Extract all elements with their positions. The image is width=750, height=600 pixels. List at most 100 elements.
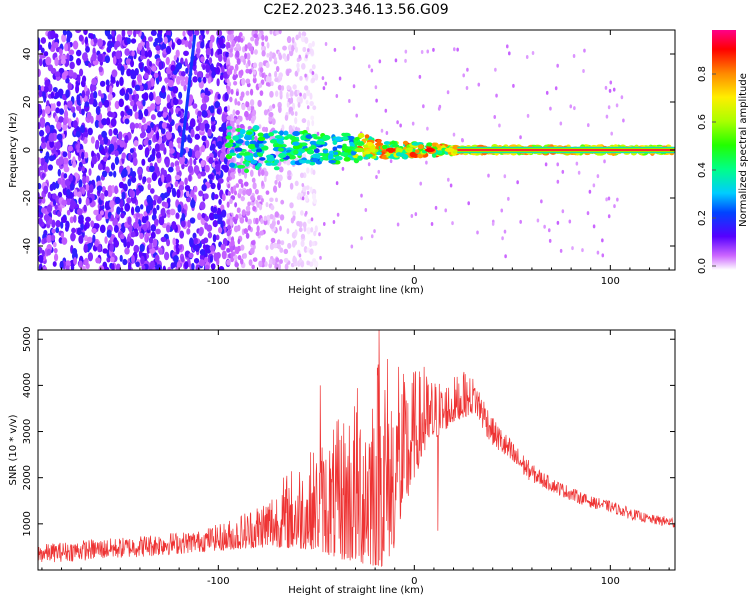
noise-cell [162,111,168,118]
noise-cell [494,67,497,72]
noise-cell [572,54,576,59]
noise-cell [355,113,359,118]
colorbar: 0.0 0.2 0.4 0.6 0.8 Normalized spectral ampl… [697,30,749,274]
noise-cell [166,197,171,204]
noise-cell [230,252,234,259]
noise-cell [245,90,250,96]
noise-cell [223,106,229,113]
signal-cell [332,140,338,145]
noise-cell [177,125,182,134]
noise-cell [75,30,82,34]
signal-cell [259,157,266,161]
noise-cell [269,30,273,35]
noise-cell [166,238,171,247]
noise-cell [288,124,293,132]
noise-cell [38,182,42,190]
noise-cell [335,94,339,99]
noise-cell [83,243,89,254]
y-tick-label: 20 [22,96,33,109]
noise-cell [63,70,69,77]
noise-cell [153,194,159,201]
noise-cell [227,30,232,36]
noise-cell [165,45,172,55]
noise-cell [142,176,147,183]
noise-cell [72,111,76,118]
noise-cell [286,53,290,61]
noise-cell [265,62,270,69]
noise-cell [312,169,316,176]
noise-cell [559,121,563,126]
noise-cell [308,42,313,49]
signal-cell [304,159,311,164]
noise-cell [92,234,96,244]
noise-cell [556,63,559,68]
noise-cell [88,168,92,176]
noise-cell [152,207,157,216]
noise-cell [115,263,121,270]
noise-cell [56,101,61,107]
noise-cell [218,265,225,270]
noise-cell [58,156,64,165]
noise-cell [71,227,76,234]
noise-cell [462,73,465,78]
noise-cell [226,213,231,219]
noise-cell [104,55,111,64]
noise-cell [256,225,260,233]
noise-cell [166,94,171,103]
noise-cell [47,164,53,171]
noise-cell [38,157,42,165]
x-tick-label: 100 [601,576,620,587]
noise-cell [148,236,154,245]
noise-cell [174,180,179,188]
noise-cell [220,146,225,153]
noise-cell [248,113,252,122]
noise-cell [292,214,296,222]
noise-cell [203,95,210,103]
noise-cell [43,237,48,244]
noise-cell [73,257,78,266]
noise-cell [249,99,255,107]
noise-cell [108,85,113,95]
noise-cell [168,79,174,88]
noise-cell [236,101,241,106]
noise-cell [279,247,284,253]
noise-cell [607,196,611,201]
noise-cell [265,75,271,83]
noise-cell [367,64,371,69]
signal-cell [265,154,274,159]
noise-cell [200,56,205,63]
noise-cell [196,51,200,59]
noise-cell [200,122,206,132]
noise-cell [112,55,117,65]
noise-cell [194,30,200,36]
noise-cell [124,134,129,144]
noise-cell [82,131,89,138]
y-tick-label: 2000 [22,465,33,490]
noise-cell [226,224,232,230]
noise-cell [312,105,317,111]
noise-cell [225,51,230,58]
noise-cell [310,227,314,233]
noise-cell [76,208,83,216]
noise-cell [411,121,415,126]
noise-cell [210,47,214,57]
signal-cell [283,130,289,136]
noise-cell [190,189,195,198]
noise-cell [221,113,227,123]
noise-cell [153,72,159,79]
noise-cell [69,216,74,224]
noise-cell [146,194,152,204]
signal-cell [376,151,383,155]
noise-cell [97,53,104,62]
noise-cell [67,145,73,152]
noise-cell [81,151,85,160]
noise-cell [519,135,522,140]
noise-cell [235,118,240,126]
noise-cell [556,162,560,167]
noise-cell [227,89,231,95]
noise-cell [43,85,49,93]
noise-cell [444,208,448,213]
noise-cell [178,155,185,165]
noise-cell [53,41,59,49]
noise-cell [229,219,234,227]
